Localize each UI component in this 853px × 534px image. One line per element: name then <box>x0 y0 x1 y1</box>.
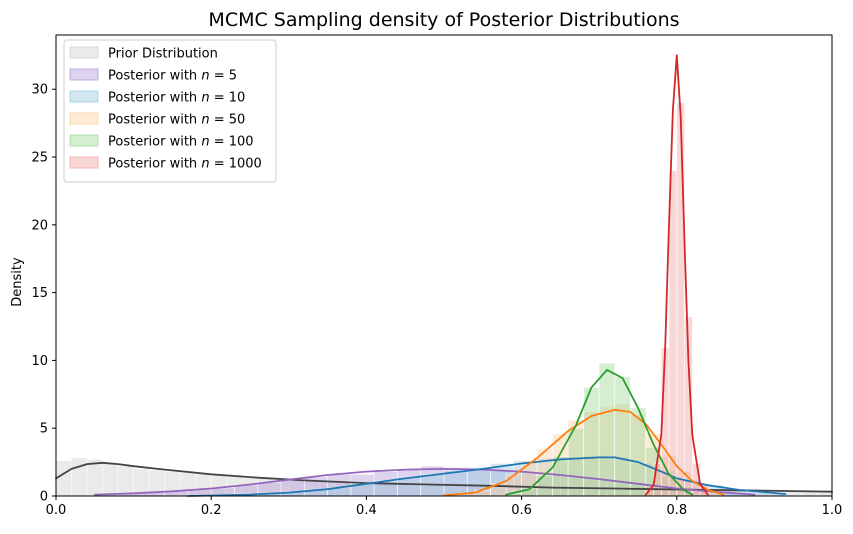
histogram-bar <box>800 491 817 497</box>
histogram-bar <box>567 427 585 497</box>
histogram-posterior-with-n-100 <box>505 362 693 497</box>
legend-label: Posterior with n = 1000 <box>108 157 262 172</box>
legend-item: Posterior with n = 5 <box>69 68 237 84</box>
legend-swatch <box>69 112 99 125</box>
kde-line-posterior-with-n-5 <box>93 467 756 496</box>
legend-item: Posterior with n = 1000 <box>69 156 262 172</box>
kde-line-posterior-with-n-1000 <box>644 54 709 496</box>
y-tick-label: 15 <box>31 286 48 301</box>
series-layer <box>55 54 833 497</box>
legend-item: Posterior with n = 50 <box>69 112 245 128</box>
x-tick-label: 0.6 <box>511 503 532 518</box>
x-tick-label: 1.0 <box>822 503 843 518</box>
x-tick-label: 0.8 <box>666 503 687 518</box>
legend-item: Posterior with n = 100 <box>69 134 254 150</box>
x-axis: 0.0 0.2 0.4 0.6 0.8 1.0 <box>46 496 843 518</box>
kde-line-posterior-with-n-100 <box>505 368 694 496</box>
kde-line-posterior-with-n-50 <box>443 408 725 497</box>
legend-label: Posterior with n = 10 <box>108 91 245 106</box>
legend-item: Posterior with n = 10 <box>69 90 245 106</box>
y-tick-label: 5 <box>40 422 48 437</box>
legend: Prior Distribution Posterior with n = 5 Po… <box>63 39 277 183</box>
legend-swatch <box>69 156 99 169</box>
kde-line-prior-distribution <box>55 461 833 493</box>
legend-swatch <box>69 134 99 147</box>
x-tick-label: 0.0 <box>46 503 67 518</box>
legend-item: Prior Distribution <box>69 46 218 62</box>
plot-frame <box>55 34 833 497</box>
legend-swatch <box>69 68 99 81</box>
x-tick-label: 0.2 <box>201 503 222 518</box>
chart-title: MCMC Sampling density of Posterior Distr… <box>208 9 679 31</box>
histogram-bar <box>86 458 103 497</box>
histogram-bar <box>443 469 468 497</box>
histogram-posterior-with-n-10 <box>187 454 786 497</box>
histogram-bar <box>71 457 88 497</box>
y-tick-label: 20 <box>31 218 48 233</box>
y-tick-label: 30 <box>31 83 48 98</box>
histogram-bar <box>102 463 119 497</box>
histogram-bar <box>676 102 685 497</box>
legend-label: Prior Distribution <box>108 47 218 62</box>
legend-box <box>63 39 277 183</box>
y-tick-label: 0 <box>40 490 48 505</box>
histogram-bar <box>117 465 135 497</box>
legend-swatch <box>69 90 99 103</box>
legend-label: Posterior with n = 5 <box>108 69 237 84</box>
x-tick-label: 0.4 <box>356 503 377 518</box>
histogram-bar <box>614 376 631 497</box>
legend-swatch <box>69 46 99 59</box>
kde-line-posterior-with-n-10 <box>186 456 787 497</box>
histogram-bar <box>598 362 616 497</box>
y-axis-label: Density <box>10 257 25 307</box>
histogram-bar <box>668 170 678 497</box>
y-axis: 0 5 10 15 20 25 30 <box>31 83 56 505</box>
legend-label: Posterior with n = 50 <box>108 113 245 128</box>
histogram-bar <box>55 460 72 497</box>
legend-label: Posterior with n = 100 <box>108 135 254 150</box>
y-tick-label: 25 <box>31 151 48 166</box>
y-tick-label: 10 <box>31 354 48 369</box>
